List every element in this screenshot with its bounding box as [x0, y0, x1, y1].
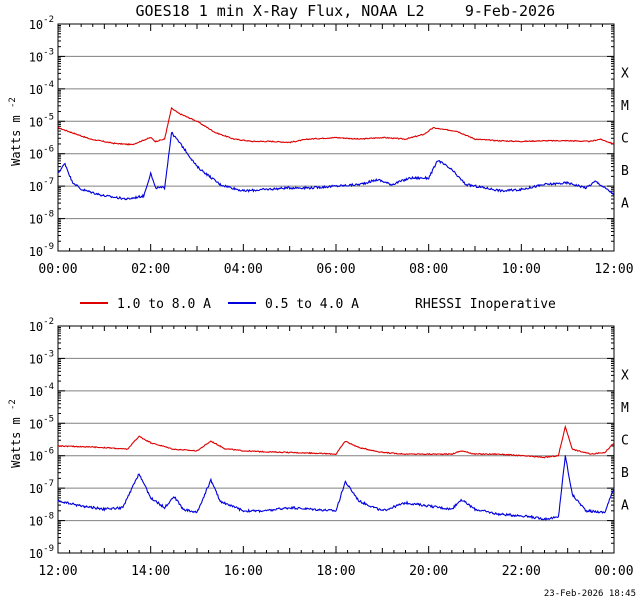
bottom-panel: 10-9 10-8 10-7 10-6 10-5 10-4 10-3 10-2 Watts m … — [8, 317, 634, 579]
class-label: B — [621, 164, 629, 179]
y-axis-label: Watts m -2 — [8, 399, 23, 468]
class-label: C — [621, 132, 629, 147]
x-tick-label: 16:00 — [224, 564, 263, 579]
legend-label-short: 0.5 to 4.0 A — [265, 297, 359, 312]
y-tick-label: 10-9 — [29, 242, 54, 259]
x-tick-label: 18:00 — [316, 564, 355, 579]
x-tick-label: 22:00 — [502, 564, 541, 579]
y-tick-label: 10-5 — [29, 112, 54, 129]
class-label: M — [621, 99, 629, 114]
chart-date: 9-Feb-2026 — [465, 2, 555, 20]
legend: 1.0 to 8.0 A 0.5 to 4.0 A RHESSI Inopera… — [80, 297, 556, 312]
y-tick-label: 10-3 — [29, 349, 54, 366]
y-tick-label: 10-4 — [29, 382, 54, 399]
x-tick-label: 00:00 — [594, 564, 633, 579]
y-tick-label: 10-8 — [29, 210, 54, 227]
x-tick-label: 12:00 — [594, 262, 633, 277]
series-line-short — [57, 131, 615, 201]
x-tick-label: 12:00 — [38, 564, 77, 579]
legend-label-long: 1.0 to 8.0 A — [117, 297, 211, 312]
class-label: A — [621, 196, 629, 211]
chart-title: GOES18 1 min X-Ray Flux, NOAA L2 — [136, 2, 425, 20]
footer-timestamp: 23-Feb-2026 18:45 — [544, 589, 636, 599]
series-line-short — [57, 455, 615, 521]
y-tick-label: 10-2 — [29, 15, 54, 32]
y-tick-label: 10-9 — [29, 544, 54, 561]
y-tick-label: 10-7 — [29, 479, 54, 496]
class-label: B — [621, 466, 629, 481]
y-tick-label: 10-8 — [29, 512, 54, 529]
x-tick-label: 00:00 — [38, 262, 77, 277]
x-tick-label: 08:00 — [409, 262, 448, 277]
class-label: A — [621, 498, 629, 513]
series-line-long — [57, 106, 615, 146]
top-panel: 10-9 10-8 10-7 10-6 10-5 10-4 10-3 10-2 Watts m … — [8, 15, 634, 277]
class-label: C — [621, 434, 629, 449]
class-label: X — [621, 67, 629, 82]
y-axis-label: Watts m -2 — [8, 97, 23, 166]
x-tick-label: 14:00 — [131, 564, 170, 579]
x-tick-label: 06:00 — [316, 262, 355, 277]
x-tick-label: 10:00 — [502, 262, 541, 277]
y-tick-label: 10-6 — [29, 145, 54, 162]
class-label: X — [621, 369, 629, 384]
class-label: M — [621, 401, 629, 416]
x-tick-label: 04:00 — [224, 262, 263, 277]
x-tick-label: 02:00 — [131, 262, 170, 277]
rhessi-note: RHESSI Inoperative — [415, 297, 556, 312]
y-tick-label: 10-6 — [29, 447, 54, 464]
x-tick-label: 20:00 — [409, 564, 448, 579]
plot-frame — [57, 325, 615, 554]
y-tick-label: 10-3 — [29, 47, 54, 64]
y-tick-label: 10-2 — [29, 317, 54, 334]
series-line-long — [57, 424, 615, 459]
y-tick-label: 10-5 — [29, 414, 54, 431]
y-tick-label: 10-7 — [29, 177, 54, 194]
y-tick-label: 10-4 — [29, 80, 54, 97]
